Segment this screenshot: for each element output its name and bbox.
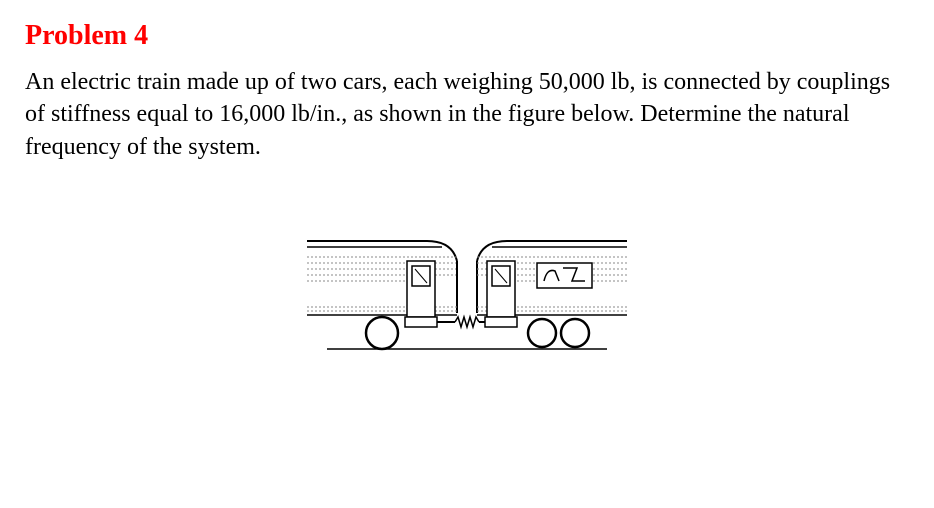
- problem-text: An electric train made up of two cars, e…: [25, 66, 909, 163]
- train-svg: [307, 223, 627, 373]
- figure-container: [25, 223, 909, 373]
- right-car-roof: [477, 241, 627, 261]
- coupling-spring: [455, 317, 479, 327]
- right-car-wheel1: [528, 319, 556, 347]
- left-car-undercarriage: [405, 317, 437, 327]
- right-car-undercarriage: [485, 317, 517, 327]
- left-car-roof: [307, 241, 457, 261]
- problem-title: Problem 4: [25, 20, 909, 52]
- left-car-wheel: [366, 317, 398, 349]
- train-diagram: [307, 223, 627, 373]
- right-car-wheel2: [561, 319, 589, 347]
